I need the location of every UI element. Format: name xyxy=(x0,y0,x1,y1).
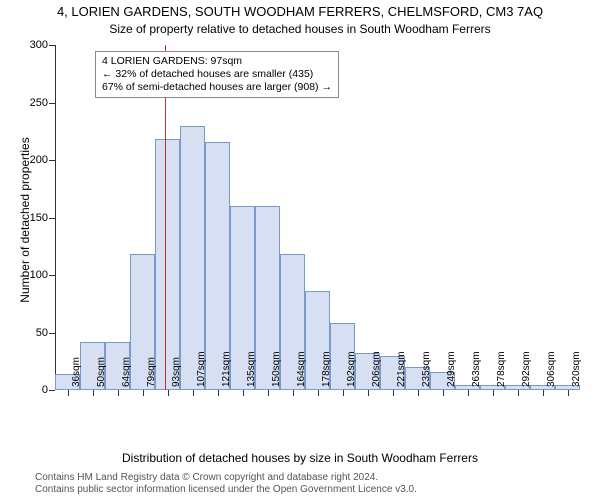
y-tick-label: 50 xyxy=(36,327,48,339)
legend-line-2: ← 32% of detached houses are smaller (43… xyxy=(102,68,332,81)
x-tick-label: 249sqm xyxy=(446,351,457,387)
chart-title-main: 4, LORIEN GARDENS, SOUTH WOODHAM FERRERS… xyxy=(0,4,600,19)
y-tick-label: 300 xyxy=(30,39,48,51)
x-tick xyxy=(368,390,369,396)
x-tick xyxy=(468,390,469,396)
y-tick-label: 250 xyxy=(30,97,48,109)
x-tick xyxy=(493,390,494,396)
y-tick xyxy=(49,160,55,161)
x-tick-label: 79sqm xyxy=(146,357,157,387)
y-axis-line xyxy=(55,45,56,390)
x-tick xyxy=(243,390,244,396)
legend-box: 4 LORIEN GARDENS: 97sqm ← 32% of detache… xyxy=(95,51,339,98)
axes: 050100150200250300 36sqm50sqm64sqm79sqm9… xyxy=(55,45,580,390)
x-tick xyxy=(418,390,419,396)
x-tick-label: 64sqm xyxy=(121,357,132,387)
x-tick xyxy=(318,390,319,396)
footer-line-1: Contains HM Land Registry data © Crown c… xyxy=(35,472,417,484)
x-tick xyxy=(93,390,94,396)
x-tick xyxy=(343,390,344,396)
x-axis-label: Distribution of detached houses by size … xyxy=(0,451,600,465)
x-tick xyxy=(293,390,294,396)
x-tick-label: 206sqm xyxy=(371,351,382,387)
legend-line-1: 4 LORIEN GARDENS: 97sqm xyxy=(102,55,332,68)
x-tick xyxy=(168,390,169,396)
x-tick xyxy=(268,390,269,396)
x-tick-label: 36sqm xyxy=(71,357,82,387)
x-tick xyxy=(143,390,144,396)
x-tick xyxy=(443,390,444,396)
y-tick xyxy=(49,45,55,46)
plot-area: 050100150200250300 36sqm50sqm64sqm79sqm9… xyxy=(55,45,580,390)
x-tick-label: 150sqm xyxy=(271,351,282,387)
x-tick xyxy=(118,390,119,396)
footer-line-2: Contains public sector information licen… xyxy=(35,484,417,496)
x-tick-label: 107sqm xyxy=(196,351,207,387)
x-tick xyxy=(68,390,69,396)
x-tick-label: 221sqm xyxy=(396,351,407,387)
y-tick xyxy=(49,218,55,219)
chart-title-sub: Size of property relative to detached ho… xyxy=(0,22,600,36)
x-tick-label: 178sqm xyxy=(321,351,332,387)
x-tick-label: 278sqm xyxy=(496,351,507,387)
y-tick xyxy=(49,103,55,104)
y-tick-label: 100 xyxy=(30,269,48,281)
footer-attribution: Contains HM Land Registry data © Crown c… xyxy=(35,472,417,496)
y-tick-label: 0 xyxy=(42,384,48,396)
x-tick xyxy=(543,390,544,396)
y-tick xyxy=(49,390,55,391)
x-tick-label: 93sqm xyxy=(171,357,182,387)
x-tick-label: 192sqm xyxy=(346,351,357,387)
x-tick-label: 263sqm xyxy=(471,351,482,387)
x-tick-label: 121sqm xyxy=(221,351,232,387)
x-tick-label: 235sqm xyxy=(421,351,432,387)
x-tick-label: 135sqm xyxy=(246,351,257,387)
x-tick-label: 50sqm xyxy=(96,357,107,387)
legend-line-3: 67% of semi-detached houses are larger (… xyxy=(102,81,332,94)
histogram-bar xyxy=(155,139,180,390)
x-tick-label: 320sqm xyxy=(571,351,582,387)
x-tick xyxy=(518,390,519,396)
y-tick-label: 150 xyxy=(30,212,48,224)
x-tick xyxy=(393,390,394,396)
x-tick-label: 164sqm xyxy=(296,351,307,387)
y-tick xyxy=(49,333,55,334)
x-tick xyxy=(568,390,569,396)
y-tick-label: 200 xyxy=(30,154,48,166)
x-tick-label: 306sqm xyxy=(546,351,557,387)
x-tick-label: 292sqm xyxy=(521,351,532,387)
y-tick xyxy=(49,275,55,276)
x-tick xyxy=(218,390,219,396)
x-tick xyxy=(193,390,194,396)
histogram-bar xyxy=(180,126,205,391)
